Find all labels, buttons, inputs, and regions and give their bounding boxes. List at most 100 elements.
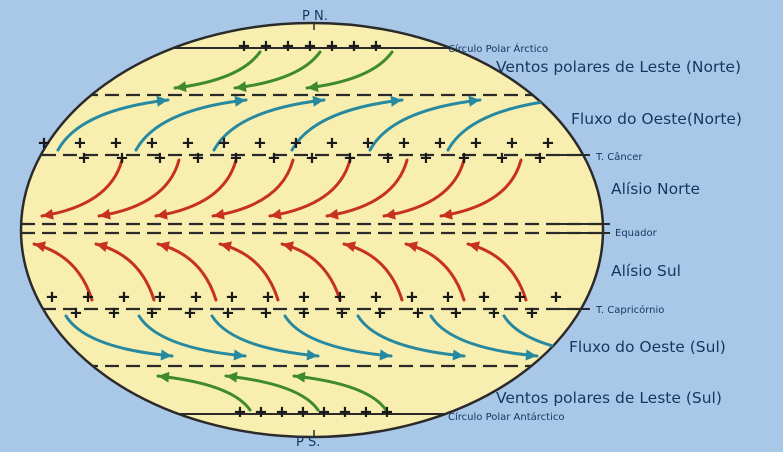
westerly-north-arrow [212,98,326,152]
plus-marker-cancer-lower: + [154,147,165,169]
plus-marker-antarctic: + [360,401,371,423]
plus-marker-cancer-upper: + [218,132,229,154]
plus-marker-capricorn-lower: + [450,302,461,324]
high-pressure-markers: + + + + + + ++ + + + + + + + + + + + + + ++ + + + + + + + + + + + ++ + + + +… [38,35,561,423]
westerly-south-arrow-head [525,349,537,361]
trade-south-arrow-head [468,241,481,253]
trade-south-arrow-head [158,241,171,253]
plus-marker-capricorn-lower: + [336,302,347,324]
south-pole-marker: P S. [296,430,320,450]
plus-marker-arctic: + [348,35,359,57]
westerly-north-arrow [56,98,170,152]
plus-marker-capricorn-lower: + [526,302,537,324]
plus-marker-cancer-lower: + [458,147,469,169]
trade-south-arrow-head [282,241,295,253]
plus-marker-cancer-upper: + [110,132,121,154]
trade-north-label: Alísio Norte [611,180,700,198]
plus-marker-capricorn-upper: + [226,286,237,308]
plus-marker-cancer-lower: + [192,147,203,169]
plus-marker-capricorn-upper: + [154,286,165,308]
globe-ellipse [19,21,605,439]
plus-marker-cancer-lower: + [420,147,431,169]
plus-marker-capricorn-lower: + [374,302,385,324]
plus-marker-capricorn-upper: + [550,286,561,308]
plus-marker-arctic: + [282,35,293,57]
north-pole-label: P N. [302,9,328,24]
westerly-south-arrow [137,314,247,358]
polar-easterly-south-arrow [292,374,388,412]
plus-marker-capricorn-lower: + [222,302,233,324]
polar-easterly-south-arrow-head [226,371,238,383]
plus-marker-cancer-lower: + [230,147,241,169]
westerly-north-arrow-head [234,95,246,107]
plus-marker-antarctic: + [318,401,329,423]
westerlies-south-label: Fluxo do Oeste (Sul) [569,338,726,356]
plus-marker-capricorn-upper: + [442,286,453,308]
trade-south-arrow-head [344,241,357,253]
trade-north-arrow [154,158,238,218]
trade-north-arrow [97,158,181,218]
plus-marker-capricorn-upper: + [190,286,201,308]
plus-marker-antarctic: + [255,401,266,423]
polar-easterly-north-arrow-head [235,81,247,93]
polar-easterlies-north-label: Ventos polares de Leste (Norte) [496,58,741,76]
plus-marker-cancer-lower: + [268,147,279,169]
plus-marker-antarctic: + [276,401,287,423]
westerly-north-arrow [446,98,560,152]
plus-marker-arctic: + [326,35,337,57]
plus-marker-capricorn-upper: + [118,286,129,308]
plus-marker-capricorn-upper: + [298,286,309,308]
plus-marker-capricorn-lower: + [108,302,119,324]
polar-easterly-south-arrow [224,374,320,412]
plus-marker-capricorn-lower: + [260,302,271,324]
plus-marker-cancer-upper: + [326,132,337,154]
polar-easterly-north-arrow-head [307,81,319,93]
tropic-cancer-label: T. Câncer [595,151,643,163]
trade-north-arrow-head [42,208,54,220]
westerly-south-arrow-head [452,349,464,361]
antarctic-circle-label: Círculo Polar Antárctico [448,411,564,423]
polar-easterly-south-arrow-head [294,371,306,383]
trade-south-arrow-head [96,241,109,253]
plus-marker-cancer-upper: + [434,132,445,154]
plus-marker-cancer-upper: + [398,132,409,154]
trade-north-arrow-head [270,208,282,220]
plus-marker-antarctic: + [339,401,350,423]
plus-marker-antarctic: + [234,401,245,423]
plus-marker-cancer-upper: + [146,132,157,154]
trade-north-arrow-head [99,208,111,220]
plus-marker-cancer-lower: + [496,147,507,169]
trade-north-arrow [325,158,409,218]
arctic-circle-label: Círculo Polar Árctico [448,42,548,55]
north-pole-marker: P N. [302,9,328,30]
trade-north-arrow [439,158,523,218]
trade-south-arrow-head [220,241,233,253]
westerly-south-arrow [283,314,393,358]
plus-marker-capricorn-upper: + [406,286,417,308]
westerly-north-arrow [368,98,482,152]
polar-easterly-north-arrow [305,50,394,90]
plus-marker-capricorn-lower: + [488,302,499,324]
polar-easterly-north-arrow [233,50,322,90]
plus-marker-capricorn-upper: + [478,286,489,308]
westerly-south-arrow [210,314,320,358]
trade-north-arrow [211,158,295,218]
polar-easterly-north-arrow [173,50,262,90]
plus-marker-capricorn-lower: + [412,302,423,324]
plus-marker-arctic: + [304,35,315,57]
trade-north-arrow-head [213,208,225,220]
westerly-north-arrow-head [156,95,168,107]
plus-marker-cancer-upper: + [362,132,373,154]
westerly-north-arrow [134,98,248,152]
plus-marker-capricorn-lower: + [146,302,157,324]
trade-north-arrow [40,158,124,218]
plus-marker-capricorn-upper: + [334,286,345,308]
plus-marker-antarctic: + [381,401,392,423]
polar-easterly-south-arrow-head [158,371,170,383]
south-pole-label: P S. [296,435,320,450]
plus-marker-cancer-lower: + [344,147,355,169]
plus-marker-cancer-lower: + [116,147,127,169]
equator-label: Equador [615,228,658,239]
plus-marker-cancer-lower: + [382,147,393,169]
